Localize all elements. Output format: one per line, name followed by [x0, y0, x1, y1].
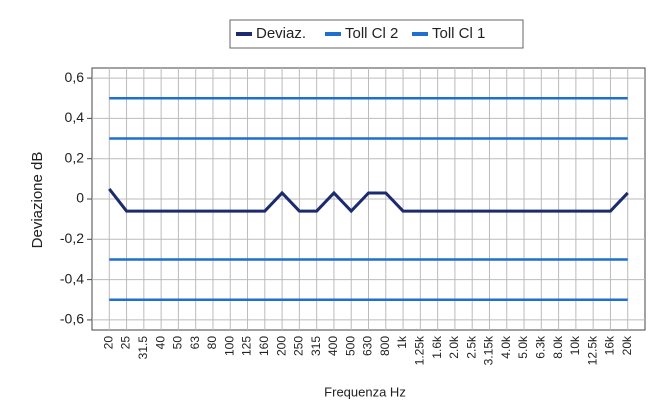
x-tick-label: 100: [222, 336, 236, 356]
x-tick-label: 5.0k: [516, 335, 530, 359]
y-tick-label: 0: [76, 190, 84, 206]
x-tick-label: 800: [378, 336, 392, 356]
y-tick-label: 0,6: [65, 69, 85, 85]
x-tick-label: 20k: [620, 335, 634, 355]
x-tick-label: 20: [101, 336, 115, 350]
x-tick-label: 12.5k: [585, 335, 599, 365]
x-tick-label: 31.5: [136, 336, 150, 360]
x-tick-label: 1.25k: [413, 335, 427, 365]
y-tick-label: 0,2: [65, 149, 85, 165]
y-tick-label: -0,2: [60, 230, 84, 246]
x-tick-label: 500: [343, 336, 357, 356]
legend-label: Deviaz.: [256, 25, 306, 42]
legend-label: Toll Cl 2: [345, 25, 398, 42]
x-tick-label: 16k: [603, 335, 617, 355]
x-tick-label: 8.0k: [551, 335, 565, 359]
x-tick-label: 10k: [568, 335, 582, 355]
x-tick-label: 2.5k: [464, 335, 478, 359]
x-tick-label: 160: [257, 336, 271, 356]
x-tick-label: 315: [309, 336, 323, 356]
x-tick-label: 25: [119, 336, 133, 350]
x-tick-label: 40: [153, 336, 167, 350]
legend-label: Toll Cl 1: [432, 25, 485, 42]
x-tick-label: 63: [188, 336, 202, 350]
series-line: [108, 188, 629, 214]
x-axis-label: Frequenza Hz: [324, 384, 406, 399]
x-tick-label: 2.0k: [447, 335, 461, 359]
y-axis-label: Deviazione dB: [29, 152, 46, 249]
x-tick-label: 250: [292, 336, 306, 356]
x-tick-label: 400: [326, 336, 340, 356]
x-tick-label: 50: [171, 336, 185, 350]
x-tick-label: 80: [205, 336, 219, 350]
x-tick-label: 125: [240, 336, 254, 356]
y-tick-label: -0,6: [60, 311, 84, 327]
x-tick-label: 4.0k: [499, 335, 513, 359]
x-tick-label: 3.15k: [482, 335, 496, 365]
y-tick-label: 0,4: [65, 109, 85, 125]
x-tick-label: 1k: [395, 335, 409, 349]
legend-box: [229, 19, 524, 49]
x-tick-label: 1.6k: [430, 335, 444, 359]
x-tick-label: 200: [274, 336, 288, 356]
y-tick-label: -0,4: [60, 270, 84, 286]
x-tick-label: 630: [361, 336, 375, 356]
x-tick-label: 6.3k: [533, 335, 547, 359]
